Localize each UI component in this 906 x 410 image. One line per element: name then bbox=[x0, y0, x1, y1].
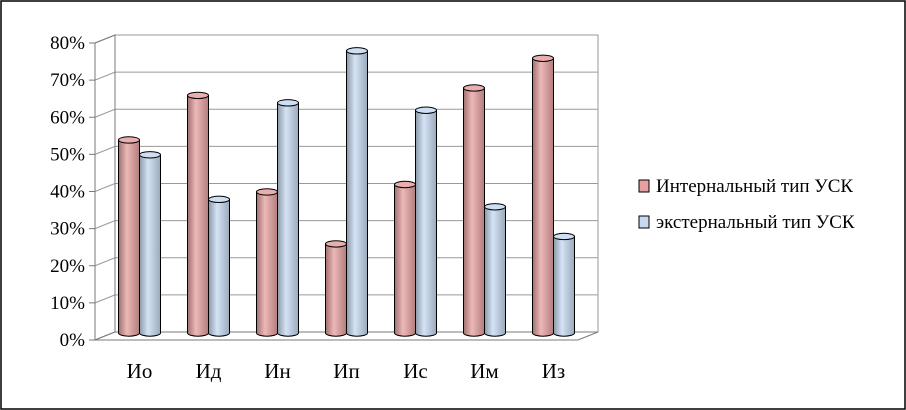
legend-item: Интернальный тип УСК bbox=[638, 176, 853, 197]
bar bbox=[532, 54, 554, 337]
bar-top bbox=[553, 232, 575, 241]
bar bbox=[394, 180, 416, 337]
bar-body bbox=[553, 235, 575, 337]
bar-body bbox=[325, 243, 347, 337]
legend-swatch bbox=[638, 179, 650, 193]
bar-top bbox=[187, 91, 209, 100]
x-category-label: Ин bbox=[264, 359, 290, 383]
y-tick-label: 20% bbox=[50, 256, 85, 277]
bar bbox=[553, 232, 575, 337]
bar-top bbox=[277, 99, 299, 107]
legend: Интернальный тип УСК экстернальный тип УС… bbox=[638, 176, 855, 233]
bar bbox=[484, 203, 506, 337]
bar bbox=[325, 240, 347, 337]
bar-body bbox=[532, 57, 554, 337]
bar-body bbox=[346, 50, 368, 337]
bar-top bbox=[208, 195, 230, 204]
gridline-side bbox=[94, 108, 116, 118]
y-tick-label: 0% bbox=[60, 330, 86, 351]
bar-top bbox=[325, 240, 347, 248]
bar bbox=[277, 99, 299, 337]
y-tick-label: 40% bbox=[50, 182, 85, 203]
bar-body bbox=[139, 154, 161, 337]
x-category-label: Ио bbox=[127, 359, 153, 383]
bar-top bbox=[118, 136, 140, 144]
bar bbox=[139, 151, 161, 337]
bar-top bbox=[394, 180, 416, 189]
bar bbox=[118, 136, 140, 337]
labels: 0% 10% 20% 30% 40% 50% 60% 70% 80% Ио Ид Ин Ип Ис Им Из bbox=[50, 33, 565, 383]
bar-top bbox=[256, 188, 278, 196]
bar-top bbox=[415, 106, 437, 114]
bar-body bbox=[277, 102, 299, 337]
bar bbox=[208, 195, 230, 337]
y-tick-label: 50% bbox=[50, 144, 85, 165]
gridline-side bbox=[94, 145, 116, 155]
bar-top bbox=[463, 84, 485, 92]
x-category-label: Им bbox=[470, 359, 498, 383]
gridline-side bbox=[94, 220, 116, 230]
bar-top bbox=[532, 54, 554, 62]
gridline-side bbox=[94, 257, 116, 267]
x-category-label: Ид bbox=[196, 359, 222, 383]
y-tick-label: 70% bbox=[50, 70, 85, 91]
y-tick-label: 30% bbox=[50, 219, 85, 240]
bar-top bbox=[346, 47, 368, 55]
bar bbox=[463, 84, 485, 337]
bar-body bbox=[187, 94, 209, 337]
bar bbox=[415, 106, 437, 337]
legend-item: экстернальный тип УСК bbox=[638, 212, 855, 233]
bar-top bbox=[139, 151, 161, 159]
y-tick-label: 80% bbox=[50, 33, 85, 54]
bar-top bbox=[484, 203, 506, 211]
bar bbox=[256, 188, 278, 337]
legend-label: Интернальный тип УСК bbox=[656, 176, 853, 197]
bar-body bbox=[463, 87, 485, 337]
bar-body bbox=[208, 198, 230, 337]
bar-body bbox=[118, 139, 140, 337]
bars bbox=[118, 47, 575, 337]
gridline-side bbox=[94, 294, 116, 304]
bar bbox=[187, 91, 209, 337]
x-category-label: Из bbox=[542, 359, 565, 383]
x-category-label: Ис bbox=[403, 359, 428, 383]
gridline-side bbox=[94, 71, 116, 81]
bar-body bbox=[415, 109, 437, 337]
y-tick-label: 10% bbox=[50, 293, 85, 314]
legend-swatch bbox=[638, 215, 650, 229]
bar bbox=[346, 47, 368, 337]
x-category-label: Ип bbox=[333, 359, 359, 383]
gridline-side bbox=[94, 183, 116, 192]
y-tick-label: 60% bbox=[50, 107, 85, 128]
bar-body bbox=[256, 191, 278, 337]
legend-label: экстернальный тип УСК bbox=[656, 212, 855, 233]
bar-body bbox=[394, 184, 416, 337]
bar-body bbox=[484, 206, 506, 337]
